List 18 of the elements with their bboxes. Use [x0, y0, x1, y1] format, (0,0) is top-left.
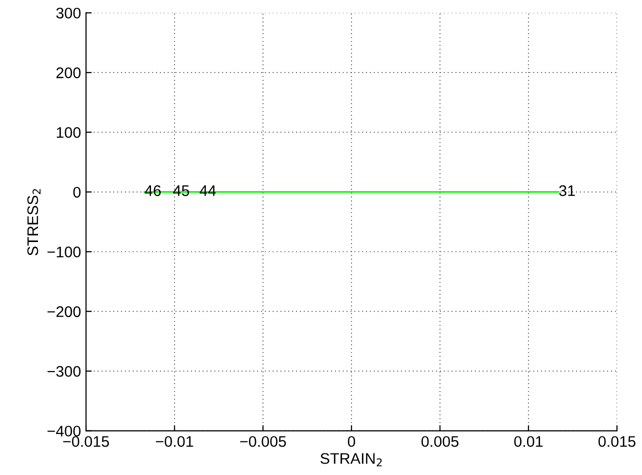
x-tick-label: −0.015	[63, 436, 109, 447]
y-tick-label: 200	[56, 67, 81, 78]
x-tick-label: 0	[348, 436, 356, 447]
x-tick-label: 0.01	[514, 436, 543, 447]
y-tick-label: −300	[48, 366, 81, 377]
annotation: 31	[559, 185, 575, 196]
x-tick-label: −0.01	[156, 436, 194, 447]
y-tick-label: −200	[48, 306, 81, 318]
x-tick-label: −0.005	[240, 436, 286, 447]
x-axis-title: STRAIN$_{2}$	[320, 453, 382, 466]
y-tick-label: −100	[48, 246, 81, 258]
y-tick-label: −400	[48, 426, 81, 437]
x-tick-label: 0.015	[598, 436, 636, 447]
y-axis-title: STRESS$_{2}$	[27, 189, 41, 256]
x-tick-label: 0.005	[421, 436, 458, 447]
y-tick-label: 0	[73, 186, 81, 198]
y-tick-label: 100	[56, 127, 81, 138]
y-tick-label: 300	[56, 8, 81, 19]
